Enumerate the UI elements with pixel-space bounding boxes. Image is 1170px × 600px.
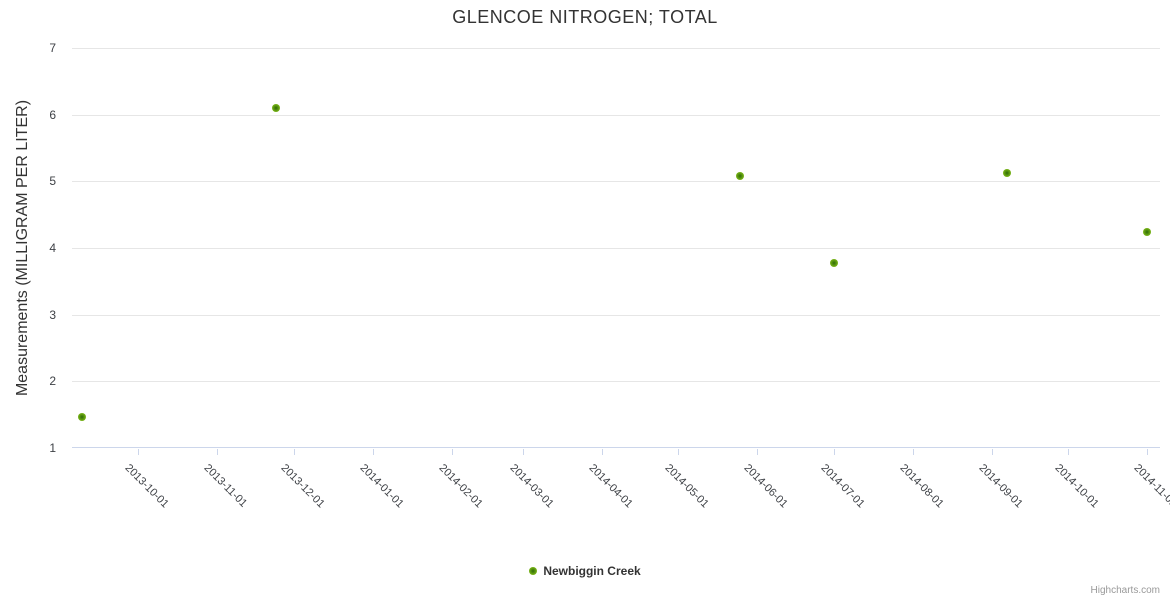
x-tick-mark	[1147, 449, 1149, 455]
x-tick-mark	[451, 449, 453, 455]
x-tick-mark	[833, 449, 835, 455]
x-tick-label: 2014-01-01	[357, 462, 406, 511]
y-tick-label: 4	[49, 241, 56, 255]
x-tick-label: 2014-02-01	[436, 462, 485, 511]
x-tick-mark	[912, 449, 914, 455]
x-tick-label: 2014-08-01	[897, 462, 946, 511]
data-point[interactable]	[271, 104, 280, 112]
data-point[interactable]	[1143, 228, 1152, 236]
x-tick-label: 2014-09-01	[976, 462, 1025, 511]
y-tick-label: 2	[49, 374, 56, 389]
y-gridline	[72, 181, 1160, 183]
legend-marker-icon	[529, 567, 538, 575]
x-tick-label: 2014-05-01	[662, 462, 712, 511]
legend[interactable]: Newbiggin Creek	[0, 562, 1170, 580]
y-gridline	[72, 381, 1160, 383]
y-gridline	[72, 314, 1160, 316]
plot-area	[72, 48, 1160, 448]
x-tick-label: 2014-06-01	[741, 462, 791, 511]
x-tick-label: 2013-11-01	[201, 462, 250, 510]
x-tick-mark	[757, 449, 759, 455]
x-tick-mark	[372, 449, 374, 455]
x-tick-label: 2014-07-01	[818, 462, 867, 511]
highcharts-credits-link[interactable]: Highcharts.com	[1090, 585, 1160, 596]
x-tick-mark	[991, 449, 993, 455]
chart-title: GLENCOE NITROGEN; TOTAL	[452, 7, 718, 27]
y-gridline	[72, 248, 1160, 249]
y-tick-label: 7	[49, 41, 56, 55]
x-tick-label: 2014-10-01	[1052, 462, 1102, 511]
x-tick-label: 2014-04-01	[586, 462, 635, 511]
legend-label: Newbiggin Creek	[543, 564, 641, 578]
data-point[interactable]	[735, 172, 744, 180]
x-tick-label: 2013-10-01	[122, 462, 172, 511]
x-tick-mark	[293, 449, 295, 455]
x-tick-mark	[678, 449, 680, 455]
x-tick-mark	[522, 449, 524, 455]
x-tick-mark	[1068, 449, 1070, 455]
y-tick-label: 6	[49, 107, 56, 122]
y-tick-label: 3	[49, 307, 56, 322]
data-point[interactable]	[1003, 169, 1012, 178]
x-tick-label: 2014-11-01	[1131, 462, 1170, 510]
x-tick-mark	[601, 449, 603, 455]
x-tick-label: 2013-12-01	[278, 462, 327, 511]
data-point[interactable]	[829, 259, 838, 268]
x-tick-mark	[217, 449, 219, 455]
y-tick-label: 1	[49, 441, 56, 455]
data-point[interactable]	[78, 413, 87, 422]
y-tick-label: 5	[49, 174, 56, 189]
x-tick-label: 2014-03-01	[507, 462, 556, 511]
x-tick-mark	[138, 449, 140, 455]
y-gridline	[72, 114, 1160, 116]
y-gridline	[72, 48, 1160, 49]
